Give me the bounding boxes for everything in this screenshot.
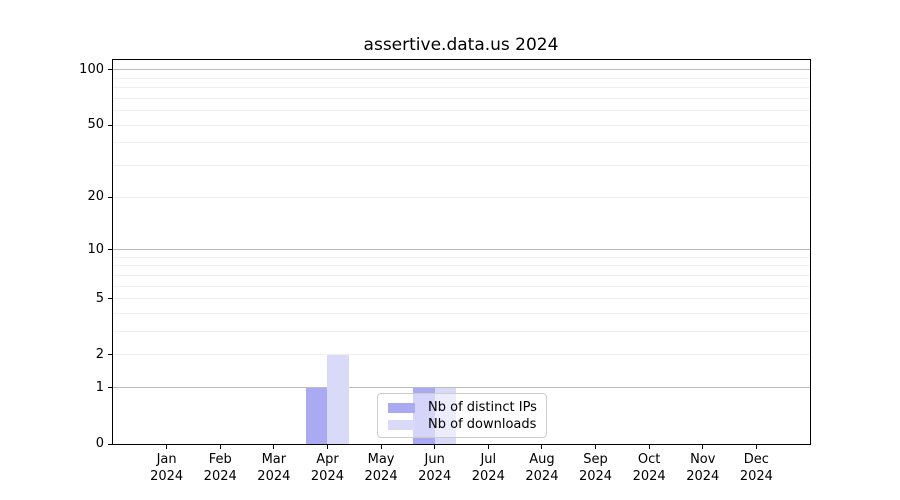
x-tick-label: Jun 2024: [395, 451, 475, 485]
y-tick-label: 5: [95, 290, 104, 306]
minor-gridline: [113, 354, 810, 356]
major-gridline: [113, 249, 810, 251]
bar-distinct-ips: [306, 387, 328, 444]
x-tick: [380, 445, 382, 449]
y-tick: [108, 298, 112, 300]
y-tick-label: 20: [87, 189, 104, 205]
x-tick-month: Jul: [480, 452, 497, 467]
minor-gridline: [113, 124, 810, 126]
x-tick: [434, 445, 436, 449]
bar-downloads: [327, 354, 349, 444]
x-tick-label: Aug 2024: [502, 451, 582, 485]
y-tick: [108, 196, 112, 198]
minor-gridline: [113, 265, 810, 267]
y-tick-label: 10: [87, 241, 104, 257]
legend-label-distinct-ips: Nb of distinct IPs: [428, 399, 537, 415]
minor-gridline: [113, 298, 810, 300]
x-tick-label: Apr 2024: [287, 451, 367, 485]
x-tick-label: Nov 2024: [663, 451, 743, 485]
y-tick: [108, 354, 112, 356]
minor-gridline: [113, 165, 810, 167]
x-tick-month: Feb: [208, 452, 232, 467]
x-tick-month: Apr: [316, 452, 339, 467]
minor-gridline: [113, 196, 810, 198]
y-tick-label: 1: [95, 379, 104, 395]
x-tick-label: May 2024: [341, 451, 421, 485]
y-tick-label: 0: [95, 436, 104, 451]
x-tick-month: Jun: [424, 452, 445, 467]
y-tick: [108, 124, 112, 126]
x-tick-year: 2024: [632, 469, 666, 484]
minor-gridline: [113, 110, 810, 112]
x-tick-month: Jan: [156, 452, 177, 467]
major-gridline: [113, 387, 810, 389]
minor-gridline: [113, 285, 810, 287]
x-tick: [595, 445, 597, 449]
x-tick: [487, 445, 489, 449]
x-tick-label: Oct 2024: [609, 451, 689, 485]
legend-item-distinct-ips: Nb of distinct IPs: [388, 399, 538, 416]
x-tick-label: Dec 2024: [716, 451, 796, 485]
x-tick: [166, 445, 168, 449]
x-tick-year: 2024: [418, 469, 452, 484]
x-tick: [219, 445, 221, 449]
minor-gridline: [113, 331, 810, 333]
legend-swatch-distinct-ips: [388, 402, 415, 413]
y-tick-label: 100: [79, 61, 104, 77]
x-tick-year: 2024: [471, 469, 505, 484]
x-tick-year: 2024: [578, 469, 613, 484]
x-tick-label: Sep 2024: [556, 451, 636, 485]
plot-area: 100 50 20 10 5 2 1 0 Jan 2024 Feb 2024 Mar 2024 Apr 202…: [79, 59, 811, 484]
minor-gridline: [113, 97, 810, 99]
x-tick-month: Nov: [690, 452, 716, 467]
x-tick-year: 2024: [739, 469, 773, 484]
x-tick-year: 2024: [203, 469, 237, 484]
y-tick-label: 2: [95, 346, 104, 362]
x-tick-year: 2024: [364, 469, 398, 484]
x-tick-month: Mar: [261, 452, 287, 467]
y-tick-label: 50: [87, 117, 104, 133]
x-tick-label: Jan 2024: [127, 451, 207, 485]
chart-title: assertive.data.us 2024: [363, 35, 559, 55]
x-tick: [273, 445, 275, 449]
legend-swatch-downloads: [388, 419, 415, 430]
x-tick: [755, 445, 757, 449]
y-tick: [108, 249, 112, 251]
x-tick-year: 2024: [150, 469, 184, 484]
x-tick-year: 2024: [257, 469, 291, 484]
x-tick-month: Dec: [743, 452, 769, 467]
y-tick: [108, 443, 112, 445]
x-tick-year: 2024: [525, 469, 559, 484]
minor-gridline: [113, 142, 810, 144]
x-tick: [541, 445, 543, 449]
x-tick: [326, 445, 328, 449]
minor-gridline: [113, 313, 810, 315]
x-tick-month: Oct: [637, 452, 661, 467]
x-tick: [702, 445, 704, 449]
legend-label-downloads: Nb of downloads: [428, 416, 537, 432]
x-tick-month: May: [367, 452, 395, 467]
x-tick-year: 2024: [686, 469, 720, 484]
legend-item-downloads: Nb of downloads: [388, 416, 538, 433]
minor-gridline: [113, 77, 810, 79]
y-tick: [108, 69, 112, 71]
major-gridline: [113, 69, 810, 71]
minor-gridline: [113, 274, 810, 276]
x-tick-label: Feb 2024: [180, 451, 260, 485]
x-tick-label: Mar 2024: [234, 451, 314, 485]
y-tick: [108, 387, 112, 389]
minor-gridline: [113, 256, 810, 258]
x-tick-month: Aug: [529, 452, 555, 467]
x-tick-month: Sep: [583, 452, 608, 467]
x-tick: [648, 445, 650, 449]
legend: Nb of distinct IPs Nb of downloads: [377, 393, 547, 438]
x-tick-label: Jul 2024: [448, 451, 528, 485]
minor-gridline: [113, 87, 810, 89]
x-tick-year: 2024: [310, 469, 344, 484]
